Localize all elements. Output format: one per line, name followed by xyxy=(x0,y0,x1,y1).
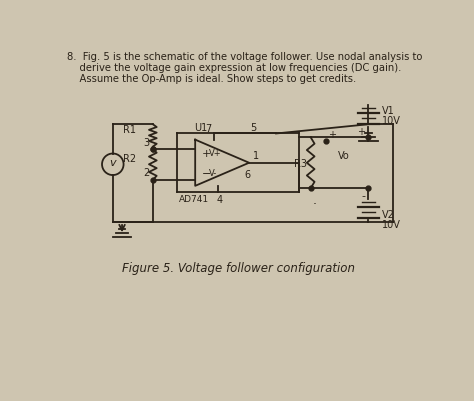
Text: 4: 4 xyxy=(217,194,223,204)
Text: v: v xyxy=(109,158,116,168)
Text: U1: U1 xyxy=(194,123,207,133)
Text: .: . xyxy=(312,193,316,206)
Text: Assume the Op-Amp is ideal. Show steps to get credits.: Assume the Op-Amp is ideal. Show steps t… xyxy=(66,73,356,83)
Text: 5: 5 xyxy=(250,123,256,133)
Text: +: + xyxy=(201,148,211,158)
Text: 10V: 10V xyxy=(383,219,401,229)
Text: V1: V1 xyxy=(383,105,395,115)
Text: R1: R1 xyxy=(123,125,136,135)
Text: +: + xyxy=(328,130,336,140)
Text: 6: 6 xyxy=(245,170,251,180)
Text: R3: R3 xyxy=(294,158,307,168)
Text: V2: V2 xyxy=(383,210,395,220)
Text: derive the voltage gain expression at low frequencies (DC gain).: derive the voltage gain expression at lo… xyxy=(66,63,401,73)
Text: 2: 2 xyxy=(144,168,150,178)
Text: V+: V+ xyxy=(209,149,222,158)
Text: -: - xyxy=(361,190,365,200)
Text: V-: V- xyxy=(209,169,217,178)
Text: 7: 7 xyxy=(205,124,211,134)
Text: 10V: 10V xyxy=(383,116,401,126)
Text: R2: R2 xyxy=(123,154,136,164)
Text: −: − xyxy=(201,168,211,178)
Text: AD741: AD741 xyxy=(179,195,209,204)
Text: Vo: Vo xyxy=(337,151,349,161)
Text: Figure 5. Voltage follower configuration: Figure 5. Voltage follower configuration xyxy=(122,261,355,274)
Text: 3: 3 xyxy=(144,137,150,147)
Text: 1: 1 xyxy=(253,151,259,161)
Text: +: + xyxy=(357,126,365,136)
Text: 8.  Fig. 5 is the schematic of the voltage follower. Use nodal analysis to: 8. Fig. 5 is the schematic of the voltag… xyxy=(66,52,422,62)
